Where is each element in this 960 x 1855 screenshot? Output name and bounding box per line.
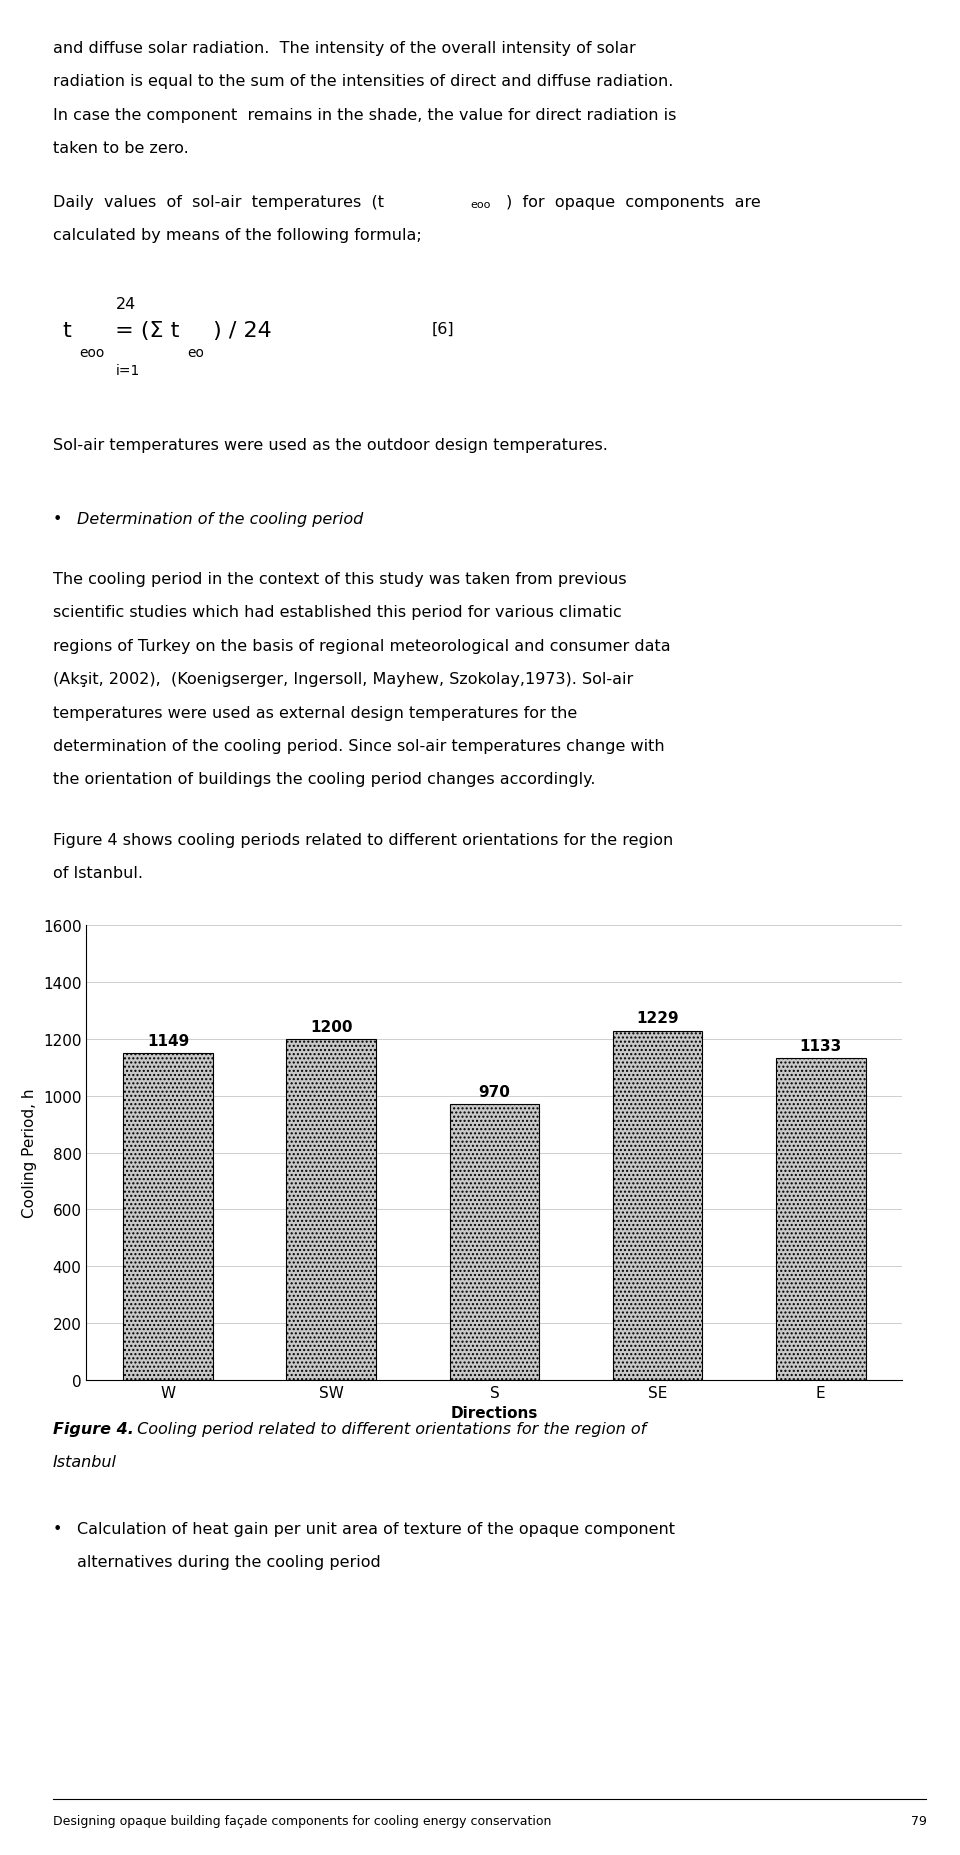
Text: 79: 79 [910, 1814, 926, 1827]
Text: the orientation of buildings the cooling period changes accordingly.: the orientation of buildings the cooling… [53, 772, 595, 787]
Text: = (Σ t: = (Σ t [108, 321, 180, 341]
Text: eoo: eoo [470, 200, 491, 210]
Text: and diffuse solar radiation.  The intensity of the overall intensity of solar: and diffuse solar radiation. The intensi… [53, 41, 636, 56]
Text: 1149: 1149 [147, 1033, 189, 1048]
Y-axis label: Cooling Period, h: Cooling Period, h [22, 1089, 37, 1217]
Text: Istanbul: Istanbul [53, 1454, 117, 1469]
Text: radiation is equal to the sum of the intensities of direct and diffuse radiation: radiation is equal to the sum of the int… [53, 74, 673, 89]
Text: 970: 970 [478, 1085, 511, 1100]
Text: )  for  opaque  components  are: ) for opaque components are [506, 195, 760, 210]
Text: determination of the cooling period. Since sol-air temperatures change with: determination of the cooling period. Sin… [53, 738, 664, 753]
Text: regions of Turkey on the basis of regional meteorological and consumer data: regions of Turkey on the basis of region… [53, 638, 670, 653]
Text: 1200: 1200 [310, 1018, 352, 1033]
Text: Cooling period related to different orientations for the region of: Cooling period related to different orie… [132, 1421, 646, 1436]
Text: Designing opaque building façade components for cooling energy conservation: Designing opaque building façade compone… [53, 1814, 551, 1827]
Text: (Akşit, 2002),  (Koenigserger, Ingersoll, Mayhew, Szokolay,1973). Sol-air: (Akşit, 2002), (Koenigserger, Ingersoll,… [53, 672, 633, 686]
Text: of Istanbul.: of Istanbul. [53, 866, 143, 881]
Bar [449, 1104, 540, 1380]
Text: [6]: [6] [432, 321, 455, 336]
Text: •: • [53, 1521, 62, 1536]
Text: The cooling period in the context of this study was taken from previous: The cooling period in the context of thi… [53, 571, 627, 586]
Text: ) / 24: ) / 24 [206, 321, 272, 341]
Text: i=1: i=1 [116, 364, 140, 378]
Text: Determination of the cooling period: Determination of the cooling period [77, 512, 363, 527]
X-axis label: Directions: Directions [450, 1406, 539, 1421]
Text: 1229: 1229 [636, 1011, 679, 1026]
Text: temperatures were used as external design temperatures for the: temperatures were used as external desig… [53, 705, 577, 720]
Bar [612, 1031, 703, 1380]
Text: Sol-air temperatures were used as the outdoor design temperatures.: Sol-air temperatures were used as the ou… [53, 438, 608, 453]
Text: Figure 4.: Figure 4. [53, 1421, 133, 1436]
Bar [776, 1059, 866, 1380]
Text: 24: 24 [116, 297, 136, 312]
Text: eoo: eoo [80, 345, 105, 360]
Text: •: • [53, 512, 62, 527]
Text: scientific studies which had established this period for various climatic: scientific studies which had established… [53, 605, 621, 620]
Text: Calculation of heat gain per unit area of texture of the opaque component: Calculation of heat gain per unit area o… [77, 1521, 675, 1536]
Bar [286, 1039, 376, 1380]
Text: t: t [62, 321, 71, 341]
Bar [123, 1054, 213, 1380]
Text: calculated by means of the following formula;: calculated by means of the following for… [53, 228, 421, 243]
Text: alternatives during the cooling period: alternatives during the cooling period [77, 1554, 380, 1569]
Text: Daily  values  of  sol-air  temperatures  (t: Daily values of sol-air temperatures (t [53, 195, 384, 210]
Text: In case the component  remains in the shade, the value for direct radiation is: In case the component remains in the sha… [53, 108, 676, 122]
Text: eo: eo [187, 345, 204, 360]
Text: 1133: 1133 [800, 1039, 842, 1054]
Text: taken to be zero.: taken to be zero. [53, 141, 188, 156]
Text: Figure 4 shows cooling periods related to different orientations for the region: Figure 4 shows cooling periods related t… [53, 833, 673, 848]
